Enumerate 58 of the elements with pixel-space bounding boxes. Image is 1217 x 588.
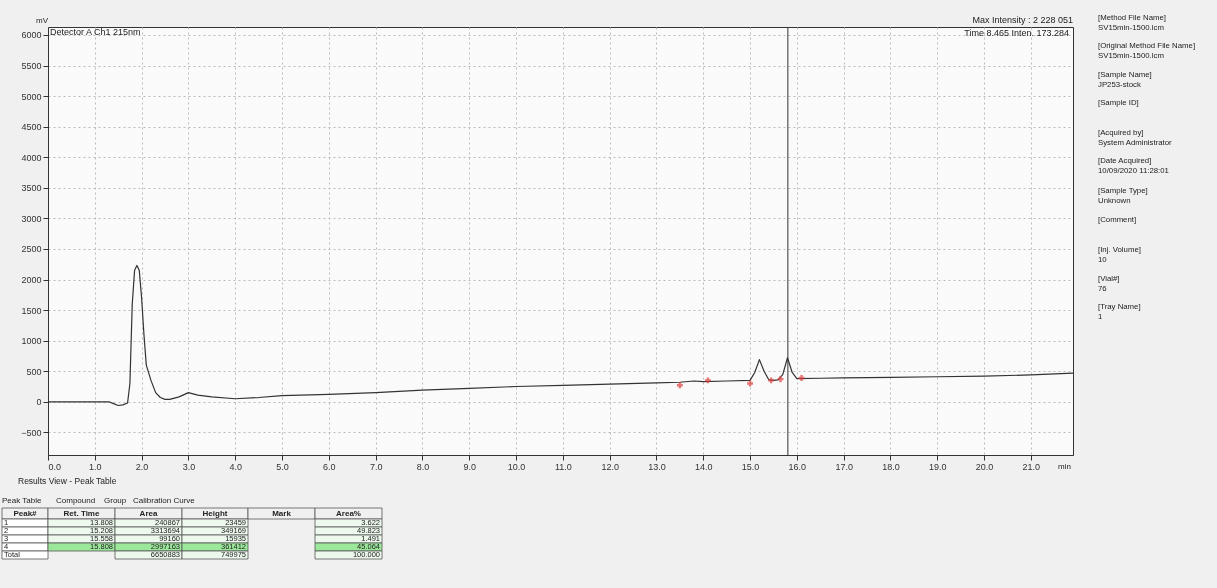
x-tick-label: 14.0 — [694, 461, 713, 472]
text: Area% — [336, 508, 361, 518]
point — [768, 377, 775, 384]
x-tick-label: 1.0 — [89, 461, 102, 472]
x-tick-label: 18.0 — [882, 461, 900, 472]
x-tick-label: 0.0 — [48, 461, 62, 472]
x-tick-label: 5.0 — [276, 461, 289, 472]
point — [747, 380, 754, 387]
y-tick-label: 1000 — [21, 336, 42, 347]
text: Mark — [272, 508, 292, 518]
point — [676, 382, 683, 389]
y-tick-label: −500 — [21, 427, 42, 438]
x-tick-label: 19.0 — [929, 461, 947, 472]
x-tick-label: 6.0 — [323, 461, 336, 472]
point — [704, 377, 711, 384]
text: Height — [202, 508, 228, 518]
x-tick-label: 16.0 — [788, 461, 807, 472]
x-tick-label: 11.0 — [554, 461, 572, 472]
text: Max Intensity : 2 228 051 — [972, 15, 1073, 25]
y-tick-label: 5500 — [21, 61, 42, 72]
x-axis-title: min — [1058, 462, 1071, 471]
y-tick-label: 4000 — [21, 152, 42, 163]
y-tick-label: 4500 — [21, 122, 42, 133]
x-tick-label: 4.0 — [229, 461, 242, 472]
x-tick-label: 9.0 — [463, 461, 476, 472]
x-tick-label: 20.0 — [975, 461, 994, 472]
x-tick-label: 17.0 — [835, 461, 853, 472]
x-tick-label: 3.0 — [182, 461, 196, 472]
y-tick-label: 2500 — [21, 244, 42, 255]
x-tick-label: 13.0 — [648, 461, 666, 472]
text: Ret. Time — [63, 508, 100, 518]
text: Calibration Curve — [133, 496, 196, 505]
x-tick-label: 7.0 — [369, 461, 383, 472]
y-tick-label: 0 — [36, 397, 42, 408]
y-tick-label: 3000 — [21, 213, 42, 224]
y-tick-label: 5000 — [21, 91, 42, 102]
y-axis-title: mV — [36, 16, 49, 25]
x-tick-label: 15.0 — [741, 461, 760, 472]
text: Group — [104, 496, 127, 505]
x-tick-label: 21.0 — [1022, 461, 1041, 472]
x-tick-label: 2.0 — [135, 461, 149, 472]
text: Peak# — [13, 508, 38, 518]
point — [798, 375, 805, 381]
y-tick-label: 6000 — [21, 30, 42, 41]
text: Compound — [56, 496, 96, 505]
x-tick-label: 10.0 — [507, 461, 526, 472]
point — [777, 376, 784, 383]
annotation: Detector A Ch1 215nm — [50, 27, 141, 37]
y-tick-label: 2000 — [21, 275, 42, 286]
text: Results View - Peak Table — [18, 476, 117, 486]
text: Area — [139, 508, 158, 518]
x-tick-label: 12.0 — [601, 461, 619, 472]
text: Peak Table — [2, 496, 42, 505]
annotation: Time 8.465 Inten. 173.284 — [964, 28, 1069, 38]
y-tick-label: 1500 — [21, 305, 42, 316]
x-tick-label: 8.0 — [416, 461, 430, 472]
y-tick-label: 500 — [26, 366, 42, 377]
y-tick-label: 3500 — [21, 183, 42, 194]
